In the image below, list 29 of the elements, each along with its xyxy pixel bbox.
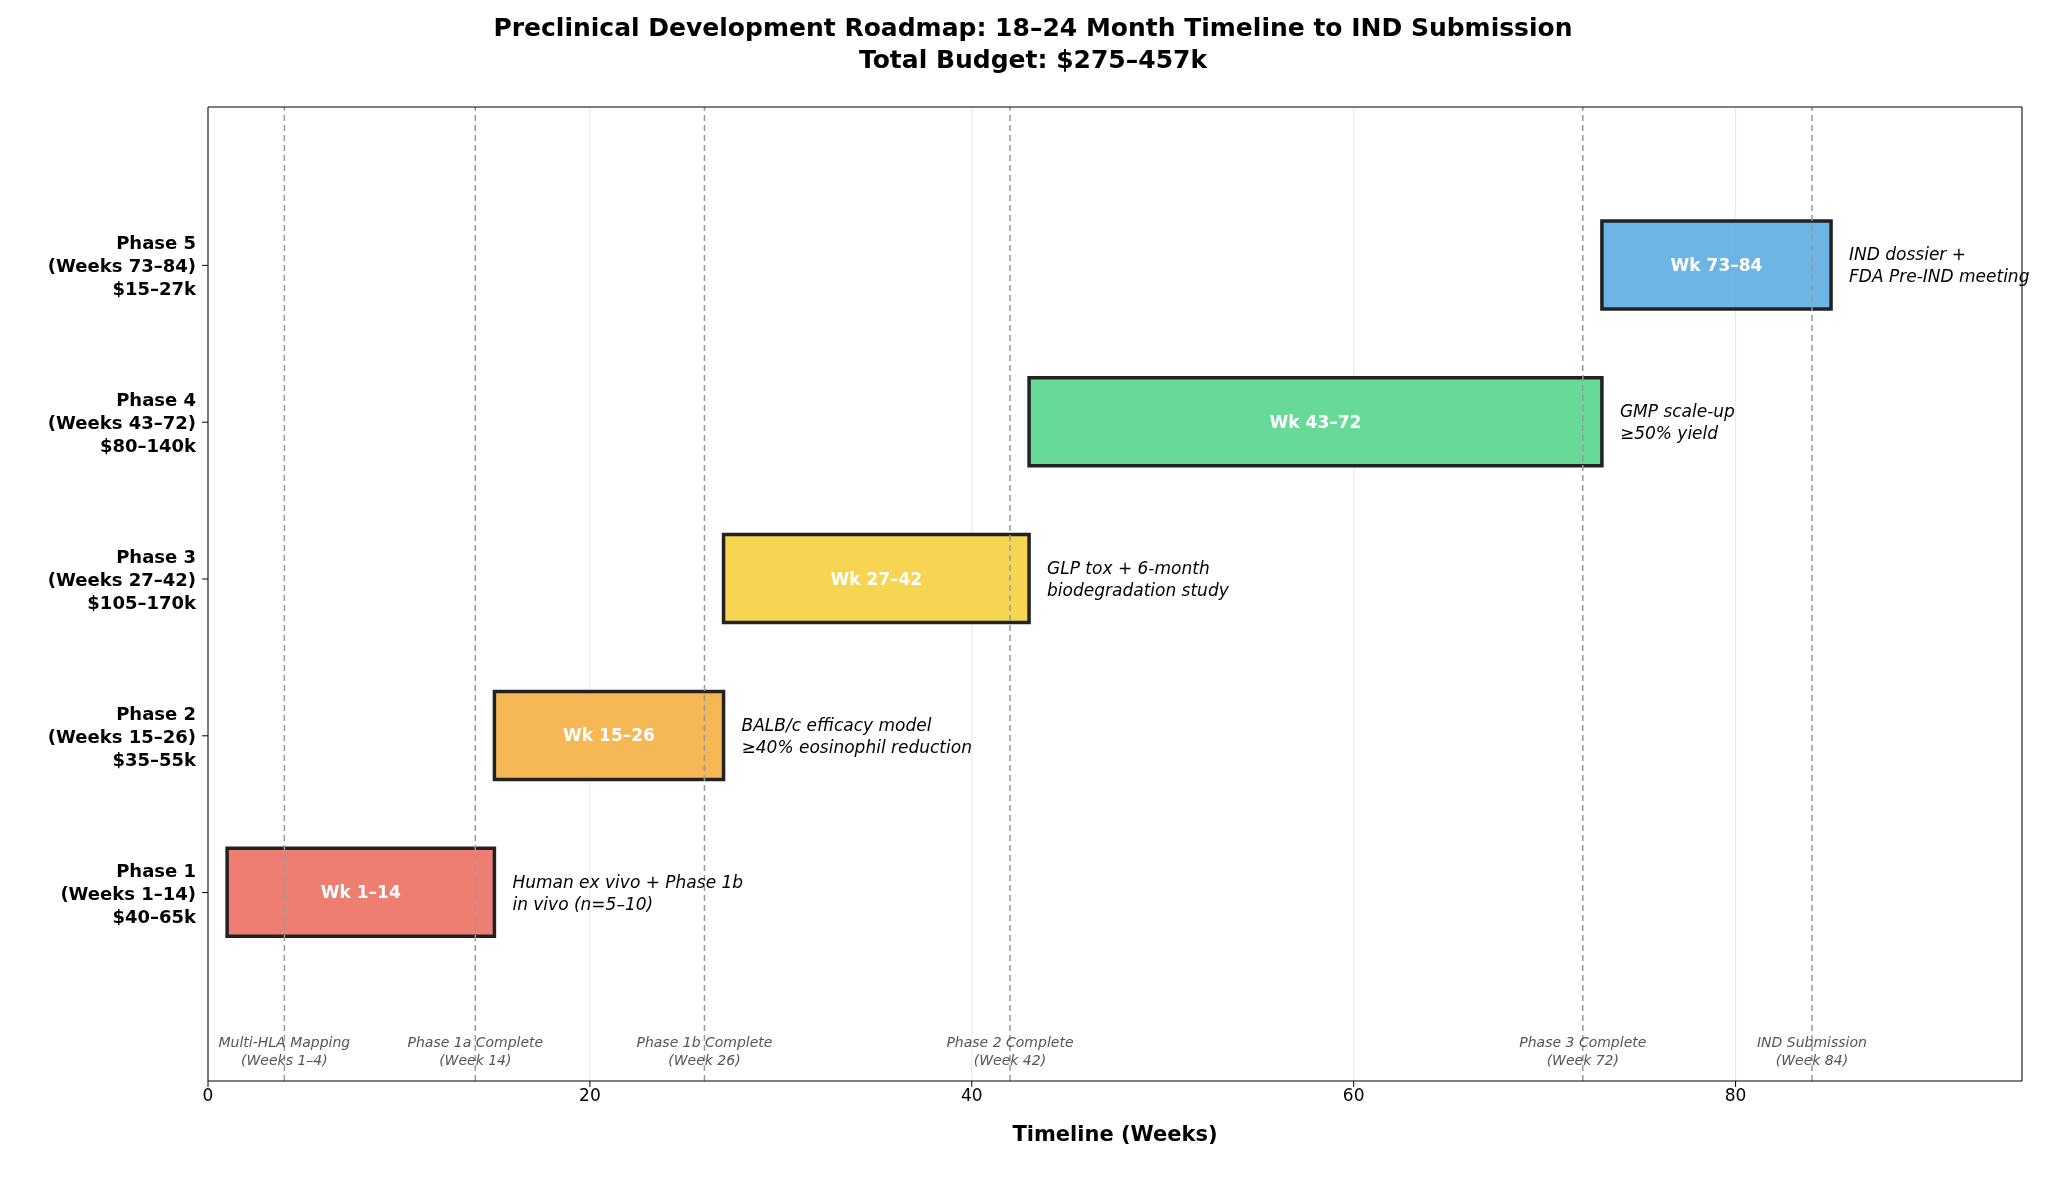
data-label: Wk 15–26: [563, 725, 655, 746]
data-label: Wk 43–72: [1269, 411, 1362, 432]
ref-line-label: Phase 1a Complete (Week 14): [407, 1034, 544, 1068]
data-label: Wk 1–14: [320, 882, 401, 903]
y-tick-label: Phase 5 (Weeks 73–84) $15–27k: [47, 231, 198, 299]
annotation: Human ex vivo + Phase 1b in vivo (n=5–10): [512, 871, 744, 914]
chart-title: Preclinical Development Roadmap: 18–24 Month Timeline to IND Submission: [492, 12, 1574, 44]
annotation: BALB/c efficacy model ≥40% eosinophil reduction: [741, 714, 972, 757]
x-tick-label: 40: [960, 1085, 983, 1106]
x-axis-title: Timeline (Weeks): [1012, 1122, 1218, 1146]
y-tick-label: Phase 4 (Weeks 43–72) $80–140k: [47, 388, 198, 456]
ref-line-label: Phase 3 Complete (Week 72): [1519, 1034, 1647, 1068]
x-tick-label: 20: [579, 1085, 601, 1106]
annotation: IND dossier + FDA Pre-IND meeting: [1849, 244, 2030, 287]
x-tick-label: 80: [1724, 1085, 1747, 1106]
y-tick-label: Phase 3 (Weeks 27–42) $105–170k: [47, 545, 198, 613]
annotation: GMP scale-up ≥50% yield: [1619, 401, 1736, 444]
ref-line-label: Multi-HLA Mapping (Weeks 1–4): [218, 1034, 351, 1068]
data-label: Wk 27–42: [830, 568, 923, 589]
data-label: Wk 73–84: [1670, 255, 1763, 275]
y-tick-label: Phase 1 (Weeks 1–14) $40–65k: [60, 859, 198, 927]
ref-line-label: Phase 1b Complete (Week 26): [636, 1034, 773, 1068]
chart-subtitle: Total Budget: $275–457k: [857, 44, 1209, 76]
x-tick-label: 60: [1342, 1085, 1365, 1106]
annotation: GLP tox + 6-month biodegradation study: [1047, 558, 1230, 600]
y-tick-label: Phase 2 (Weeks 15–26) $35–55k: [47, 702, 198, 770]
ref-line-label: IND Submission (Week 84): [1757, 1034, 1867, 1068]
ref-line-label: Phase 2 Complete (Week 42): [946, 1034, 1074, 1068]
x-tick-label: 0: [202, 1085, 214, 1106]
